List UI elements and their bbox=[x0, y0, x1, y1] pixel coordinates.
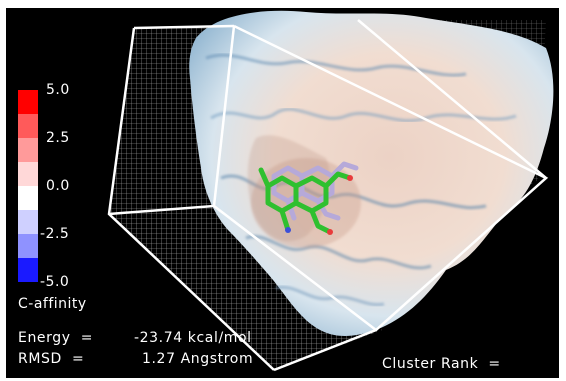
legend-tick-label: -5.0 bbox=[40, 274, 70, 290]
grid-box-edges bbox=[107, 19, 549, 372]
rmsd-label: RMSD = bbox=[18, 351, 85, 367]
rmsd-value: 1.27 Angstrom bbox=[142, 351, 254, 367]
legend-tick-label: 2.5 bbox=[46, 130, 70, 146]
energy-value: -23.74 kcal/mol bbox=[134, 330, 252, 346]
cluster-rank-label: Cluster Rank = bbox=[382, 356, 501, 372]
docking-scene[interactable] bbox=[6, 8, 559, 378]
energy-label: Energy = bbox=[18, 330, 94, 346]
legend-title: C-affinity bbox=[18, 296, 87, 312]
grid-box-bottom-face bbox=[109, 206, 382, 370]
molecular-viewer[interactable]: 5.0 2.5 0.0 -2.5 -5.0 C-affinity Energy … bbox=[6, 8, 559, 378]
legend-tick-label: 0.0 bbox=[46, 178, 70, 194]
legend-tick-label: 5.0 bbox=[46, 82, 70, 98]
legend-tick-label: -2.5 bbox=[40, 226, 70, 242]
color-legend-bar bbox=[18, 90, 38, 282]
ligand-model[interactable] bbox=[258, 161, 359, 235]
